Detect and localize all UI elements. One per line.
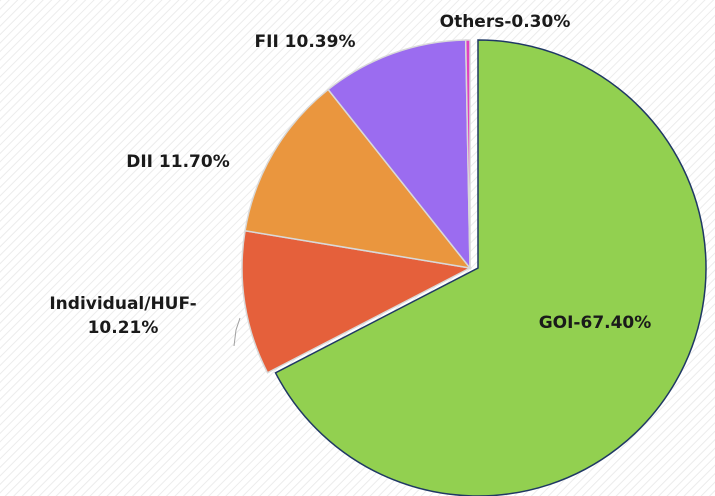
pie-slice — [274, 39, 707, 496]
data-label: DII 11.70% — [126, 152, 230, 172]
data-label: Individual/HUF-10.21% — [49, 294, 197, 338]
pie-slice — [241, 229, 473, 374]
pie-slice — [244, 88, 472, 270]
pie-slice — [327, 39, 471, 271]
data-label: Others-0.30% — [439, 12, 571, 32]
data-label: GOI-67.40% — [538, 313, 652, 333]
data-label: FII 10.39% — [254, 32, 356, 52]
leader-line — [233, 317, 241, 347]
pie-slice — [464, 39, 471, 269]
